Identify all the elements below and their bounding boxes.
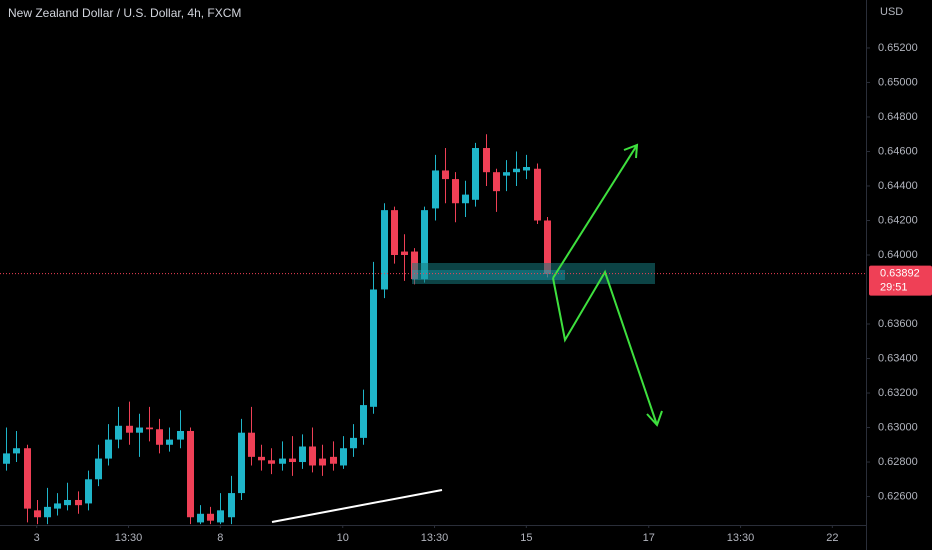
candle-body — [544, 220, 551, 274]
candle-body — [534, 168, 541, 221]
x-tick-label: 3 — [34, 532, 40, 544]
candle-body — [493, 172, 500, 192]
candle-body — [268, 460, 275, 464]
candle-body — [126, 425, 133, 433]
candle-body — [207, 513, 214, 521]
candle-body — [217, 510, 224, 523]
candle-body — [279, 458, 286, 464]
arrow-up — [552, 144, 638, 279]
candle-body — [64, 499, 71, 506]
zone-inner — [412, 270, 565, 280]
candle-body — [432, 170, 439, 209]
arrow-down-head — [646, 410, 663, 427]
candle-body — [24, 448, 31, 509]
candle-body — [462, 194, 469, 204]
candle-body — [452, 179, 459, 204]
candle-body — [34, 510, 41, 518]
candle-body — [401, 251, 408, 255]
zone — [412, 263, 655, 284]
y-tick-label: 0.64400 — [878, 180, 918, 192]
candle-body — [156, 429, 163, 445]
candle-body — [177, 430, 184, 440]
x-tick-label: 13:30 — [727, 532, 755, 544]
candle-body — [472, 148, 479, 200]
x-tick-label: 22 — [826, 532, 838, 544]
last-price-label: 0.63892 — [880, 268, 920, 280]
y-tick-label: 0.64800 — [878, 111, 918, 123]
candle-body — [95, 458, 102, 480]
x-tick-label: 10 — [337, 532, 349, 544]
candle-body — [319, 458, 326, 466]
candle-body — [391, 210, 398, 255]
candle-body — [330, 456, 337, 464]
candle-body — [370, 289, 377, 407]
y-tick-label: 0.62600 — [878, 490, 918, 502]
candle-body — [228, 493, 235, 518]
candle-body — [258, 456, 265, 461]
candle-body — [75, 499, 82, 506]
y-tick-label: 0.62800 — [878, 456, 918, 468]
candle-body — [289, 458, 296, 463]
candle-body — [248, 432, 255, 457]
y-tick-label: 0.64200 — [878, 214, 918, 226]
candle-body — [115, 425, 122, 440]
candle-body — [105, 439, 112, 459]
candle-body — [187, 430, 194, 518]
candle-body — [3, 453, 10, 464]
candle-body — [309, 446, 316, 466]
x-tick-label: 13:30 — [115, 532, 143, 544]
candle-body — [85, 479, 92, 504]
y-tick-label: 0.64000 — [878, 249, 918, 261]
y-tick-label: 0.65200 — [878, 42, 918, 54]
candle-body — [381, 210, 388, 290]
candle-body — [136, 427, 143, 433]
x-tick-label: 15 — [520, 532, 532, 544]
candle-body — [513, 168, 520, 173]
candle-body — [442, 170, 449, 180]
y-tick-label: 0.63600 — [878, 318, 918, 330]
candle-body — [340, 448, 347, 466]
candle-body — [421, 210, 428, 280]
candle-body — [44, 506, 51, 518]
x-tick-label: 17 — [643, 532, 655, 544]
candle-body — [483, 148, 490, 173]
chart-title: New Zealand Dollar / U.S. Dollar, 4h, FX… — [8, 6, 241, 20]
candle-body — [503, 172, 510, 176]
candle-body — [238, 432, 245, 494]
candle-body — [13, 448, 20, 454]
arrows — [552, 143, 663, 427]
candles — [3, 134, 551, 525]
last-price-box — [869, 265, 932, 296]
candle-body — [523, 167, 530, 171]
candle-body — [360, 405, 367, 438]
currency-label: USD — [880, 6, 903, 18]
x-tick-label: 13:30 — [421, 532, 449, 544]
trend-line — [271, 489, 443, 523]
candle-body — [350, 437, 357, 449]
candle-body — [146, 427, 153, 430]
y-tick-label: 0.63400 — [878, 352, 918, 364]
countdown: 29:51 — [880, 282, 908, 294]
candle-body — [197, 513, 204, 523]
arrow-down — [552, 269, 658, 426]
y-tick-label: 0.63000 — [878, 421, 918, 433]
arrow-up-head — [623, 143, 639, 159]
candle-body — [54, 503, 61, 509]
x-tick-label: 8 — [217, 532, 223, 544]
y-tick-label: 0.65000 — [878, 76, 918, 88]
y-tick-label: 0.63200 — [878, 387, 918, 399]
candle-body — [299, 446, 306, 463]
candle-body — [166, 439, 173, 445]
y-tick-label: 0.64600 — [878, 145, 918, 157]
